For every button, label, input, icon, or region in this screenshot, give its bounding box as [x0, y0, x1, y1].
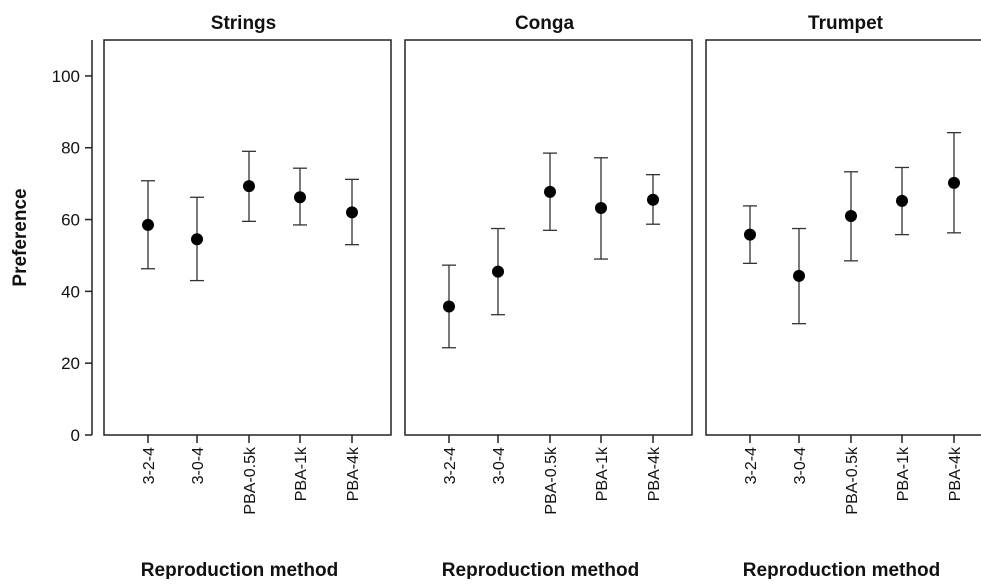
y-tick-label: 20	[61, 354, 80, 373]
data-point	[647, 193, 659, 206]
panel-title: Trumpet	[808, 13, 884, 34]
data-point	[948, 176, 960, 189]
data-point	[443, 300, 455, 313]
x-tick-label: PBA-1k	[594, 446, 611, 501]
data-point	[595, 202, 607, 215]
x-tick-label: 3-2-4	[442, 447, 459, 484]
x-tick-label: 3-0-4	[190, 447, 207, 484]
x-tick-label: PBA-0.5k	[543, 446, 560, 515]
panel-frame	[103, 39, 392, 436]
data-point	[294, 191, 306, 204]
y-tick-label: 60	[61, 211, 80, 230]
x-tick-label: PBA-4k	[947, 446, 964, 501]
x-axis-label: Reproduction method	[141, 560, 338, 579]
data-point	[793, 269, 805, 282]
data-point	[845, 209, 857, 222]
x-axis-label: Reproduction method	[442, 560, 639, 579]
panel-frame	[705, 39, 981, 436]
data-point	[346, 206, 358, 219]
x-tick-label: 3-0-4	[792, 447, 809, 484]
x-tick-label: 3-2-4	[743, 447, 760, 484]
y-tick-label: 80	[61, 139, 80, 158]
x-tick-label: PBA-0.5k	[242, 446, 259, 515]
panel-frame	[404, 39, 693, 436]
panel-title: Conga	[515, 13, 575, 34]
data-point	[142, 218, 154, 231]
x-tick-label: 3-2-4	[141, 447, 158, 484]
x-tick-label: PBA-0.5k	[844, 446, 861, 515]
y-tick-label: 0	[71, 426, 80, 445]
data-point	[191, 233, 203, 246]
x-axis-label: Reproduction method	[743, 560, 940, 579]
y-tick-label: 100	[52, 67, 80, 86]
data-point	[744, 228, 756, 241]
data-point	[492, 265, 504, 278]
y-axis-label: Preference	[10, 188, 31, 286]
data-point	[243, 180, 255, 193]
x-tick-label: PBA-1k	[293, 446, 310, 501]
x-tick-label: PBA-1k	[895, 446, 912, 501]
data-point	[896, 194, 908, 207]
x-tick-label: 3-0-4	[491, 447, 508, 484]
panel-title: Strings	[211, 13, 276, 34]
data-point	[544, 185, 556, 198]
x-tick-label: PBA-4k	[345, 446, 362, 501]
x-tick-label: PBA-4k	[646, 446, 663, 501]
y-tick-label: 40	[61, 282, 80, 301]
